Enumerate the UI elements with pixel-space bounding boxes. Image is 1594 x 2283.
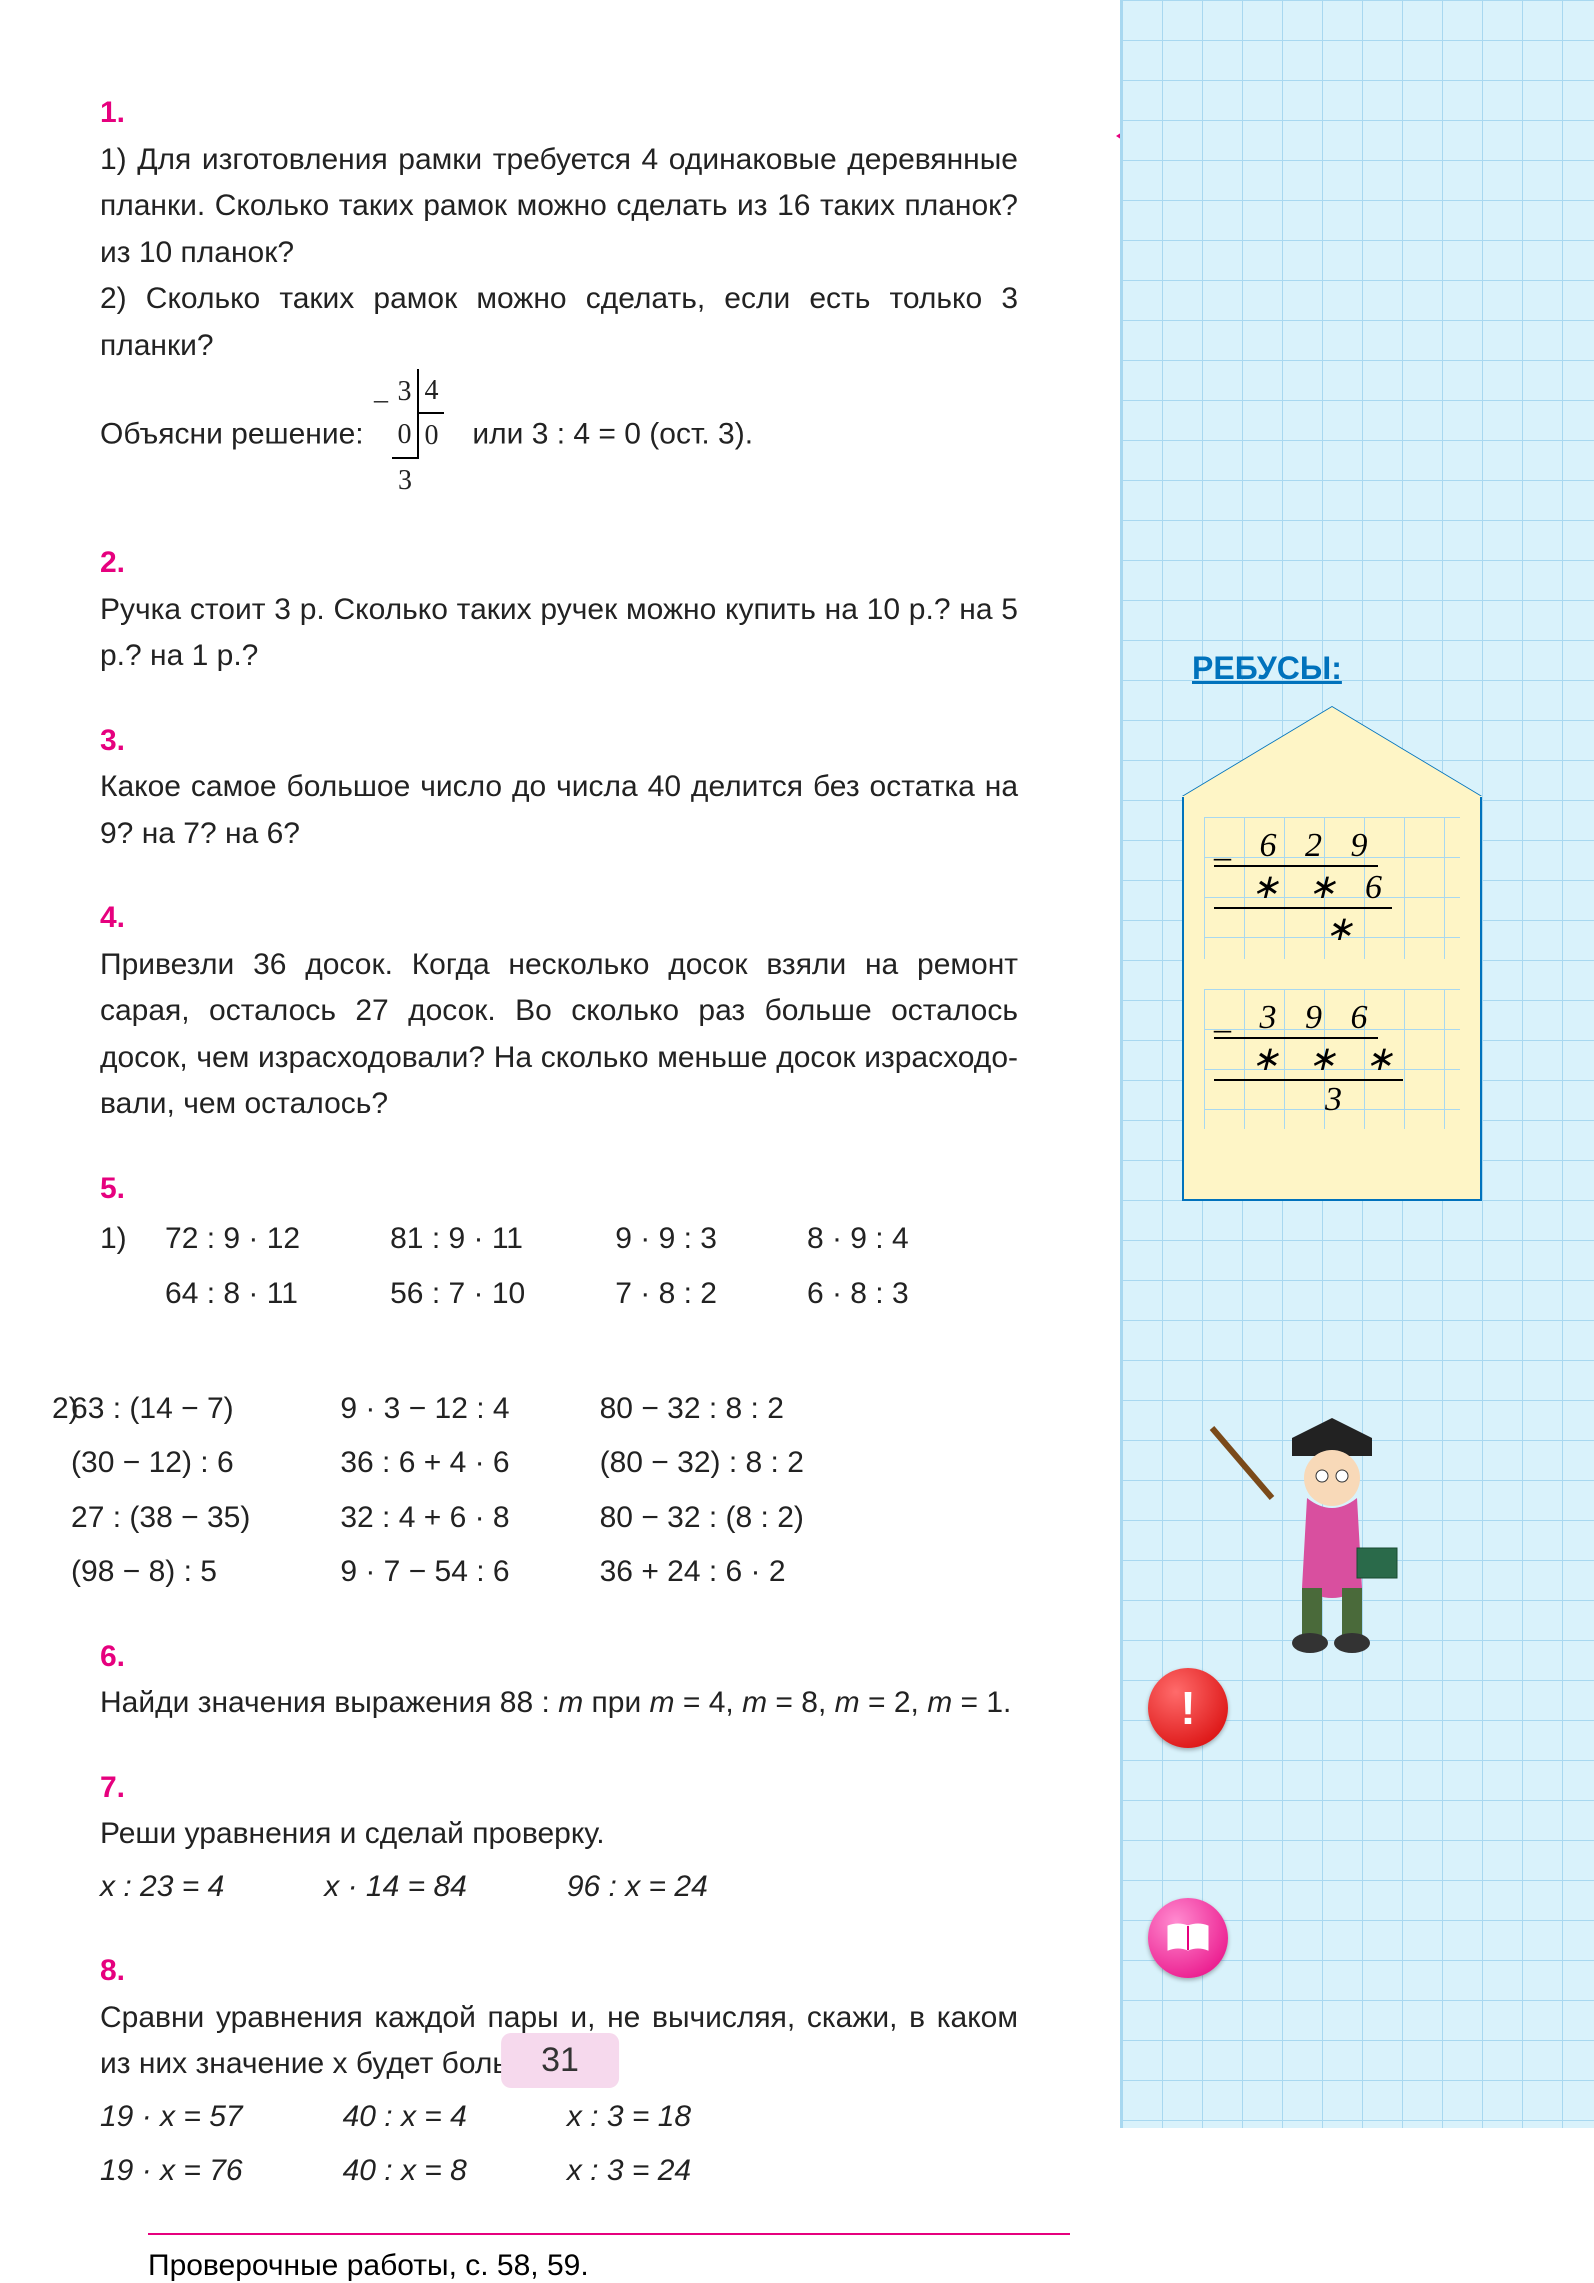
expr: 56 : 7 · 10 <box>390 1271 525 1318</box>
ex-number: 7. <box>100 1765 148 1812</box>
ex-number: 4. <box>100 895 148 942</box>
rebus-puzzle-1: _ 6 2 9 ∗ ∗ 6 ∗ <box>1204 817 1460 959</box>
expr: 36 + 24 : 6 · 2 <box>600 1549 804 1596</box>
equation: x : 3 = 24 <box>567 2148 691 2195</box>
equation: 19 · x = 57 <box>100 2094 243 2141</box>
ex1-part1: 1) Для изготовления рамки требуется 4 од… <box>100 143 1018 269</box>
equation: 19 · x = 76 <box>100 2148 243 2195</box>
expr: 32 : 4 + 6 · 8 <box>340 1495 509 1542</box>
ex-number: 1. <box>100 90 148 137</box>
exercise-6: 6. Найди значения выражения 88 : m при m… <box>100 1634 1070 1727</box>
exercise-1: 1. 1) Для изготовления рамки требуется 4… <box>100 90 1070 502</box>
equation: 96 : x = 24 <box>567 1864 708 1911</box>
attention-badge-icon: ! <box>1148 1668 1228 1748</box>
expr: 8 · 9 : 4 <box>807 1216 909 1263</box>
book-badge-icon <box>1148 1898 1228 1978</box>
ex-number: 3. <box>100 718 148 765</box>
professor-icon <box>1202 1408 1442 1668</box>
long-division: _ 34 00 3 <box>392 369 444 502</box>
exercise-2: 2. Ручка стоит 3 р. Сколько таких ручек … <box>100 540 1070 680</box>
exercise-3: 3. Какое самое большое число до числа 40… <box>100 718 1070 858</box>
expr: 63 : (14 − 7) <box>71 1386 250 1433</box>
ex-number: 2. <box>100 540 148 587</box>
expr: 36 : 6 + 4 · 6 <box>340 1440 509 1487</box>
ex1-part2: 2) Сколько таких рамок можно сделать, ес… <box>100 282 1018 362</box>
exercise-7: 7. Реши уравнения и сделай проверку. x :… <box>100 1765 1070 1911</box>
rebus-puzzle-2: _ 3 9 6 ∗ ∗ ∗ 3 <box>1204 989 1460 1129</box>
equation: 40 : x = 8 <box>343 2148 467 2195</box>
expr: 6 · 8 : 3 <box>807 1271 909 1318</box>
ex4-text: Привезли 36 досок. Когда несколько досок… <box>100 942 1018 1128</box>
expr: 81 : 9 · 11 <box>390 1216 525 1263</box>
exercise-4: 4. Привезли 36 досок. Когда несколько до… <box>100 895 1070 1128</box>
expr: 7 · 8 : 2 <box>615 1271 717 1318</box>
expr: 9 · 3 − 12 : 4 <box>340 1386 509 1433</box>
divider <box>148 2233 1070 2235</box>
equation: x · 14 = 84 <box>324 1864 467 1911</box>
ex2-text: Ручка стоит 3 р. Сколько таких ручек мож… <box>100 587 1018 680</box>
ex-number: 5. <box>100 1166 148 1213</box>
ex-number: 6. <box>100 1634 148 1681</box>
rebus-container: _ 6 2 9 ∗ ∗ 6 ∗ _ 3 9 6 ∗ ∗ ∗ 3 <box>1182 707 1482 1201</box>
ex7-text: Реши уравнения и сделай проверку. <box>100 1817 605 1850</box>
ex5-part1-label: 1) <box>100 1222 127 1255</box>
expr: (30 − 12) : 6 <box>71 1440 250 1487</box>
expr: 80 − 32 : (8 : 2) <box>600 1495 804 1542</box>
house-roof-icon <box>1182 707 1482 797</box>
expr: 9 · 9 : 3 <box>615 1216 717 1263</box>
main-content: 1. 1) Для изготовления рамки требуется 4… <box>0 0 1120 2128</box>
expr: 64 : 8 · 11 <box>165 1271 300 1318</box>
ex1-explain: Объясни решение: <box>100 418 364 451</box>
expr: (80 − 32) : 8 : 2 <box>600 1440 804 1487</box>
ex-number: 8. <box>100 1948 148 1995</box>
footer-reference: Проверочные работы, с. 58, 59. <box>148 2249 1070 2283</box>
equation: x : 23 = 4 <box>100 1864 224 1911</box>
rebus-title: РЕБУСЫ: <box>1192 650 1594 687</box>
ex3-text: Какое самое большое число до числа 40 де… <box>100 764 1018 857</box>
page-number: 31 <box>501 2033 619 2088</box>
exercise-5: 5. 1) 72 : 9 · 12 64 : 8 · 11 81 : 9 · 1… <box>100 1166 1070 1596</box>
expr: (98 − 8) : 5 <box>71 1549 250 1596</box>
equation: 40 : x = 4 <box>343 2094 467 2141</box>
expr: 72 : 9 · 12 <box>165 1216 300 1263</box>
expr: 27 : (38 − 35) <box>71 1495 250 1542</box>
expr: 80 − 32 : 8 : 2 <box>600 1386 804 1433</box>
sidebar: РЕБУСЫ: _ 6 2 9 ∗ ∗ 6 ∗ _ 3 9 6 ∗ ∗ ∗ 3 <box>1120 0 1594 2128</box>
ex1-or: или 3 : 4 = 0 (ост. 3). <box>472 418 753 451</box>
expr: 9 · 7 − 54 : 6 <box>340 1549 509 1596</box>
equation: x : 3 = 18 <box>567 2094 691 2141</box>
